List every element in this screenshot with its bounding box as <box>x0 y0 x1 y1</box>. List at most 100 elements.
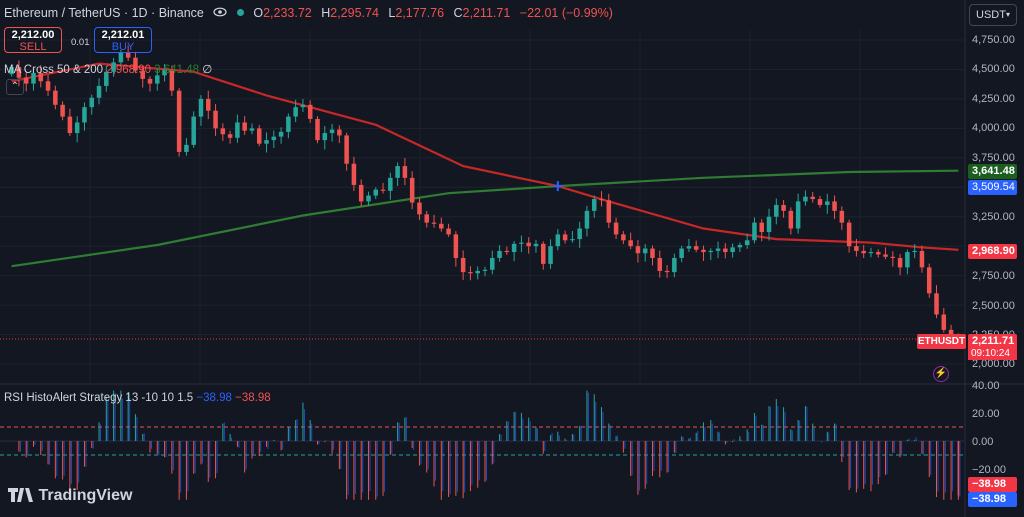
price-tick: 2,750.00 <box>972 270 1015 282</box>
candle-body <box>825 201 830 205</box>
bar-countdown: 09:10:24 <box>968 348 1017 360</box>
price-tick: 3,750.00 <box>972 152 1015 164</box>
candle-body <box>439 223 444 229</box>
candle-body <box>23 77 29 84</box>
price-tick: 2,500.00 <box>972 300 1015 312</box>
candle-body <box>650 248 655 258</box>
candle-body <box>846 222 852 247</box>
rsi-legend[interactable]: RSI HistoAlert Strategy 13 -10 10 1.5 −3… <box>4 392 271 404</box>
spread-value: 0.01 <box>71 37 90 48</box>
chevron-down-icon: ▾ <box>1005 10 1010 19</box>
market-status-dot <box>236 9 244 16</box>
candle-body <box>271 136 277 141</box>
buy-button[interactable]: 2,212.01 BUY <box>94 27 152 53</box>
chevron-up-icon: ⌃ <box>10 81 20 92</box>
candle-body <box>366 195 371 202</box>
candle-body <box>453 234 459 258</box>
candle-body <box>664 270 670 273</box>
candle-body <box>890 256 896 258</box>
candle-body <box>948 329 954 337</box>
candle-body <box>38 72 44 82</box>
ma-legend-suffix: ∅ <box>202 64 213 76</box>
candle-body <box>526 242 531 247</box>
candle-body <box>897 257 903 268</box>
candle-body <box>358 184 364 202</box>
candle-body <box>206 98 211 111</box>
candle-body <box>934 293 939 315</box>
candle-body <box>912 250 917 253</box>
candle-body <box>686 246 692 249</box>
candle-body <box>759 222 764 233</box>
rsi-legend-value-blue: −38.98 <box>196 392 232 404</box>
candle-body <box>737 245 743 248</box>
candle-body <box>16 67 22 78</box>
candle-body <box>730 247 735 253</box>
candle-body <box>351 163 357 185</box>
ma-legend[interactable]: MA Cross 50 & 200 2,968.90 3,641.48 ∅ <box>4 62 212 76</box>
candle-body <box>53 90 58 105</box>
candle-body <box>446 228 451 235</box>
ma200-price-label: 3,641.48 <box>968 164 1017 179</box>
candle-body <box>591 199 597 211</box>
candle-body <box>941 314 947 330</box>
candle-body <box>883 254 888 257</box>
ma200-line <box>11 169 959 268</box>
lightning-icon[interactable]: ⚡ <box>933 366 949 382</box>
candle-body <box>373 189 379 196</box>
candle-body <box>344 135 349 164</box>
candle-body <box>519 242 524 244</box>
candle-body <box>548 246 553 264</box>
candle-body <box>577 228 582 240</box>
candle-body <box>125 52 131 58</box>
blue-price-label: 3,509.54 <box>968 180 1017 195</box>
candle-body <box>926 267 932 294</box>
candle-body <box>861 250 866 254</box>
candle-body <box>839 210 845 223</box>
candle-body <box>679 248 684 258</box>
tradingview-logo[interactable]: TradingView <box>8 487 132 505</box>
candle-body <box>715 248 721 251</box>
candle-body <box>140 70 145 79</box>
candle-body <box>431 222 437 224</box>
candle-body <box>322 133 328 141</box>
high-value: 2,295.74 <box>330 6 379 20</box>
candle-body <box>497 250 502 258</box>
candle-body <box>744 240 750 246</box>
sell-button[interactable]: 2,212.00 SELL <box>4 27 62 53</box>
ma50-line <box>11 62 959 251</box>
candle-body <box>642 248 648 254</box>
candle-body <box>541 243 546 264</box>
candle-body <box>242 122 247 131</box>
symbol-title[interactable]: Ethereum / TetherUS · 1D · Binance <box>4 6 204 20</box>
candle-body <box>599 199 604 201</box>
candle-body <box>562 234 568 241</box>
rsi-legend-name: RSI HistoAlert Strategy 13 -10 10 1.5 <box>4 392 194 404</box>
candle-body <box>249 128 255 131</box>
candle-body <box>402 166 408 178</box>
symbol-header: Ethereum / TetherUS · 1D · Binance O2,23… <box>4 5 613 20</box>
candle-body <box>198 98 204 117</box>
sell-label: SELL <box>19 41 47 53</box>
candle-body <box>672 257 677 273</box>
candle-body <box>621 234 626 241</box>
buy-label: BUY <box>111 41 135 53</box>
candle-body <box>256 128 262 144</box>
candle-body <box>67 116 73 134</box>
rsi-tick: 20.00 <box>972 408 1000 420</box>
candle-body <box>817 199 823 205</box>
candle-body <box>213 110 218 129</box>
candle-body <box>613 222 619 235</box>
candle-body <box>409 177 415 203</box>
last-price-label: 2,211.71 <box>968 334 1017 349</box>
eye-icon[interactable] <box>213 5 227 19</box>
candle-body <box>395 166 400 178</box>
currency-button[interactable]: USDT ▾ <box>969 4 1017 26</box>
collapse-legend-button[interactable]: ⌃ <box>6 79 24 95</box>
price-tick: 4,000.00 <box>972 122 1015 134</box>
candle-body <box>475 270 480 274</box>
candle-body <box>227 134 233 138</box>
candle-body <box>176 90 182 152</box>
candle-body <box>169 69 175 91</box>
candle-body <box>628 240 633 247</box>
